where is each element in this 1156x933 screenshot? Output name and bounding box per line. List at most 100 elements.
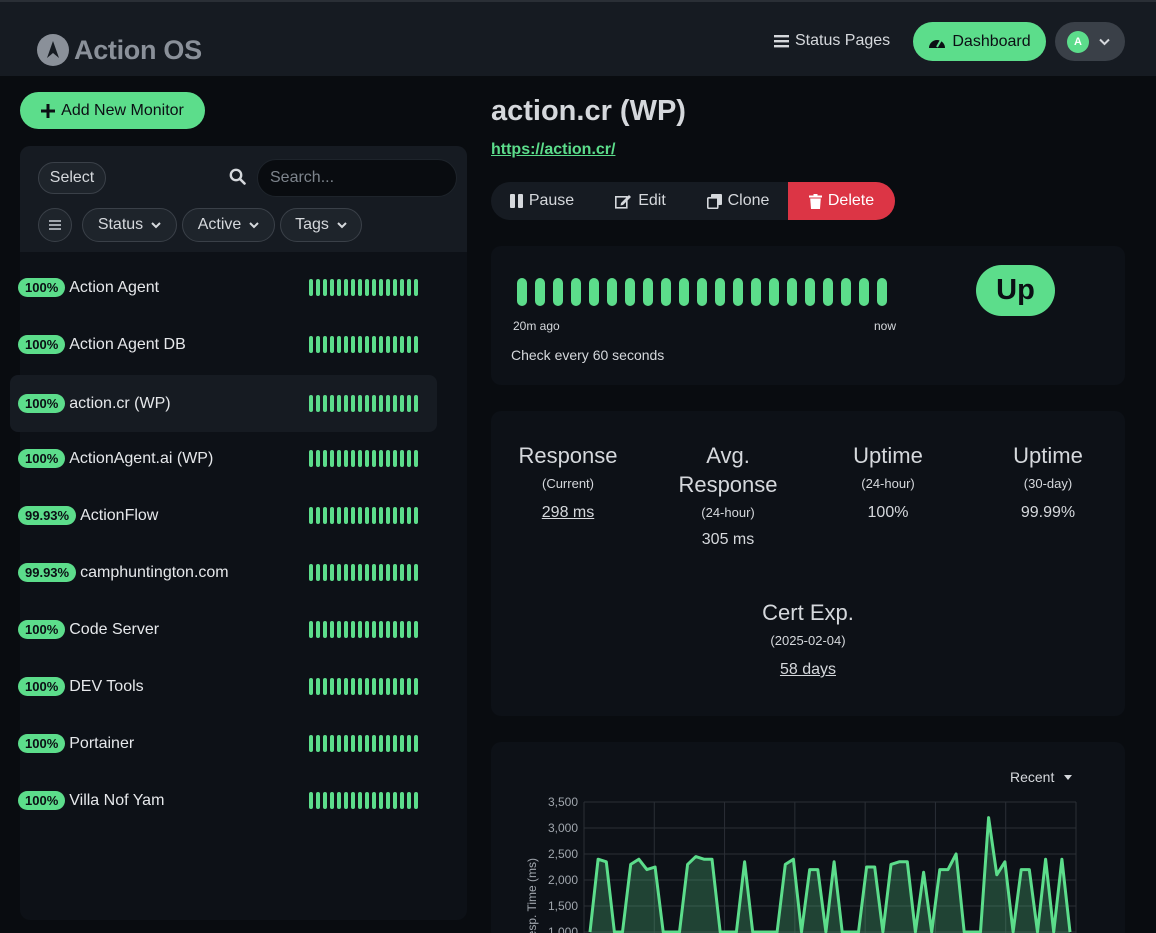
monitor-item[interactable]: 100% ActionAgent.ai (WP) [10,430,437,487]
select-button[interactable]: Select [38,162,106,194]
heartbeat-tick [379,564,383,581]
stat-value-link[interactable]: 58 days [779,661,837,678]
edit-label: Edit [638,192,666,209]
monitor-name: Action Agent DB [69,335,186,353]
stat-value: 305 ms [701,531,755,548]
heartbeat-tick [607,278,617,306]
heartbeat-tick [309,564,313,581]
heartbeat-tick [414,279,418,296]
monitor-item[interactable]: 100% Villa Nof Yam [10,772,437,829]
heartbeat-tick [309,792,313,809]
stat-subtitle: (Current) [541,476,594,491]
edit-button[interactable]: Edit [593,182,688,220]
heartbeat-tick [414,507,418,524]
heartbeat-tick [372,621,376,638]
uptime-badge: 100% [18,677,66,696]
heartbeat-tick [358,395,362,412]
heartbeat-tick [386,735,390,752]
heartbeat-tick [393,621,397,638]
search-icon[interactable] [229,168,246,185]
heartbeat-tick [344,450,348,467]
tags-filter-dropdown[interactable]: Tags [280,208,362,242]
heartbeat-tick [379,279,383,296]
heartbeat-tick [679,278,689,306]
heartbeat-tick [733,278,743,306]
heartbeat-tick [379,735,383,752]
monitor-item[interactable]: 100% Portainer [10,715,437,772]
monitor-item[interactable]: 99.93% ActionFlow [10,487,437,544]
monitor-url-link[interactable]: https://action.cr/ [491,141,616,158]
stat-uptime-30d: Uptime (30-day) 99.99% [973,441,1123,522]
heartbeat-tick [316,450,320,467]
heartbeat-tick [400,395,404,412]
heartbeat-tick [379,621,383,638]
heartbeat-tick [344,735,348,752]
monitor-item[interactable]: 100% Action Agent [10,259,437,316]
heartbeat-tick [407,450,411,467]
heartbeat-tick [386,279,390,296]
heartbeat-tick [365,621,369,638]
heartbeat-start-label: 20m ago [513,319,560,333]
monitor-item[interactable]: 100% Code Server [10,601,437,658]
heartbeat-tick [330,678,334,695]
heartbeat-tick [358,735,362,752]
monitor-item-selected[interactable]: 100% action.cr (WP) [10,375,437,432]
heartbeat-card: 20m ago now Check every 60 seconds Up [491,246,1125,385]
heartbeat-tick [358,678,362,695]
response-chart-card: Recent 3,500 3,000 2,500 2,000 1,500 1,000 Res… [491,742,1125,933]
status-filter-dropdown[interactable]: Status [82,208,177,242]
monitor-item[interactable]: 100% DEV Tools [10,658,437,715]
avatar: A [1067,30,1089,53]
logo[interactable]: Action OS [36,33,202,67]
heartbeat-tick [351,395,355,412]
active-filter-dropdown[interactable]: Active [182,208,275,242]
search-input[interactable] [257,159,457,197]
monitor-name: ActionAgent.ai (WP) [69,449,214,467]
heartbeat-tick [517,278,527,306]
stat-title: Uptime [1013,443,1083,468]
y-tick-label: 2,500 [548,847,578,861]
heartbeat-tick [323,735,327,752]
stat-avg-response: Avg. Response (24-hour) 305 ms [653,441,803,549]
top-navbar: Action OS Status Pages Dashboard A [0,0,1156,76]
period-dropdown[interactable]: Recent [1010,769,1073,785]
pause-button[interactable]: Pause [491,182,593,220]
filter-toggle-button[interactable] [38,208,72,242]
stat-value: 100% [867,504,909,521]
status-pages-link[interactable]: Status Pages [774,32,890,50]
heartbeat-tick [400,735,404,752]
stat-value-link[interactable]: 298 ms [541,504,595,521]
monitor-item[interactable]: 99.93% camphuntington.com [10,544,437,601]
heartbeat-tick [400,564,404,581]
heartbeat-tick [365,792,369,809]
add-new-monitor-label: Add New Monitor [61,101,184,119]
heartbeat-tick [323,395,327,412]
heartbeat-tick [393,678,397,695]
y-tick-label: 2,000 [548,873,578,887]
delete-button[interactable]: Delete [788,182,895,220]
heartbeat-tick [386,507,390,524]
heartbeat-tick [337,450,341,467]
add-new-monitor-button[interactable]: Add New Monitor [20,92,205,129]
heartbeat-tick [330,507,334,524]
caret-down-icon [1064,774,1073,780]
clone-button[interactable]: Clone [688,182,788,220]
heartbeat-tick [407,279,411,296]
heartbeat-tick [323,621,327,638]
heartbeat-tick [414,678,418,695]
profile-dropdown[interactable]: A [1055,22,1125,61]
heartbeat-tick [344,621,348,638]
heartbeat-tick [393,395,397,412]
heartbeat-bar [309,395,418,412]
heartbeat-tick [309,621,313,638]
heartbeat-tick [365,507,369,524]
dashboard-button[interactable]: Dashboard [913,22,1046,61]
heartbeat-tick [372,395,376,412]
monitor-item[interactable]: 100% Action Agent DB [10,316,437,373]
monitor-name: action.cr (WP) [69,394,171,412]
uptime-badge: 100% [18,791,66,810]
heartbeat-tick [323,336,327,353]
heartbeat-tick [393,336,397,353]
heartbeat-end-label: now [874,319,897,333]
heartbeat-tick [386,621,390,638]
